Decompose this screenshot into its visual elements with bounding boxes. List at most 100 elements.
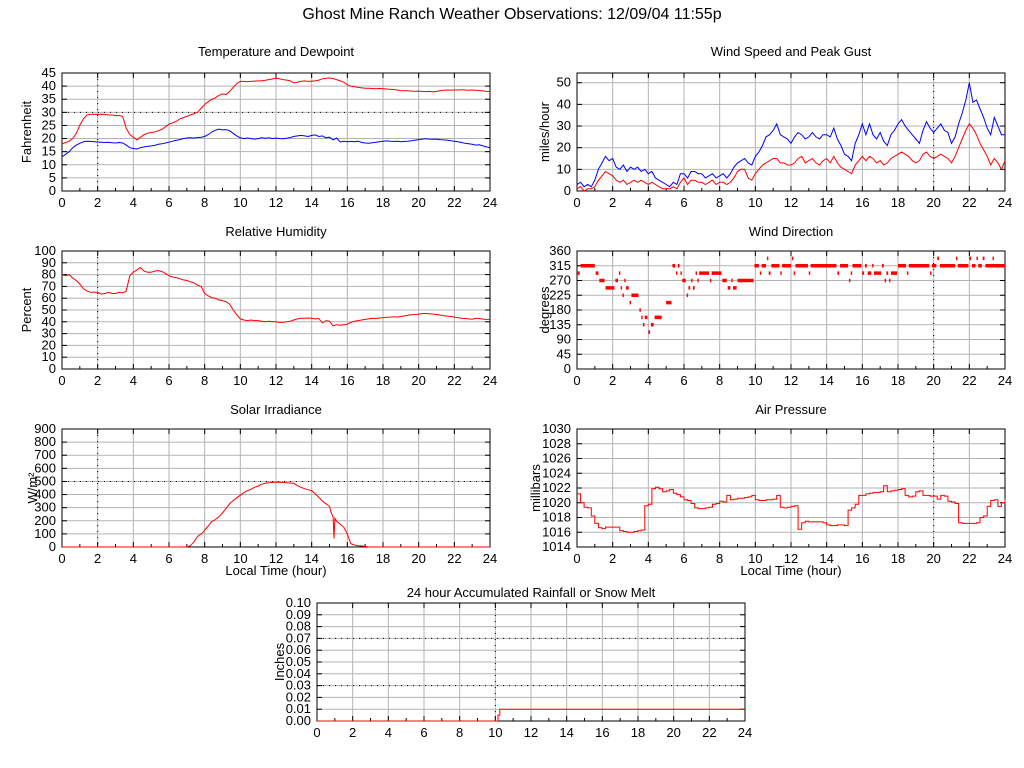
tick-label: 10 [42,157,56,172]
tick-label: 10 [748,551,762,566]
tick-label: 20 [557,140,571,155]
tick-label: 50 [557,75,571,90]
tick-label: 15 [42,144,56,159]
tick-label: 400 [34,487,56,502]
tick-label: 0 [58,373,65,388]
tick-label: 2 [609,373,616,388]
tick-label: 50 [42,302,56,317]
tick-label: 24 [738,725,752,740]
tick-label: 90 [42,255,56,270]
tick-label: 6 [680,551,687,566]
tick-label: 8 [716,195,723,210]
tick-label: 0 [49,361,56,376]
tick-label: 12 [784,195,798,210]
series-temperature [61,77,491,145]
tick-label: 1030 [542,421,571,436]
tick-label: 4 [130,373,137,388]
tick-label: 1028 [542,436,571,451]
tick-label: 70 [42,278,56,293]
tick-label: 24 [483,551,497,566]
tick-label: 0 [49,539,56,554]
tick-label: 8 [201,195,208,210]
series-relative_humidity [61,266,490,327]
chart-solar-irradiance: 0 2 4 6 8 10 12 14 16 18 20 22 240100200300400500600… [34,421,497,566]
tick-label: 0.05 [286,654,311,669]
tick-label: 12 [269,195,283,210]
tick-label: 30 [557,118,571,133]
tick-label: 14 [304,195,318,210]
tick-label: 60 [42,290,56,305]
series-dewpoint [61,128,491,158]
tick-label: 6 [680,195,687,210]
tick-label: 0.04 [286,666,311,681]
tick-label: 6 [165,195,172,210]
series-wind_speed [576,123,1006,192]
tick-label: 20 [42,131,56,146]
tick-label: 24 [998,551,1012,566]
chart-title-air-pressure: Air Pressure [755,402,827,417]
tick-label: 45 [557,346,571,361]
tick-label: 18 [891,551,905,566]
tick-label: 0.09 [286,607,311,622]
tick-label: 20 [411,195,425,210]
tick-label: 16 [855,195,869,210]
tick-label: 45 [42,65,56,80]
tick-label: 600 [34,460,56,475]
tick-label: 6 [420,725,427,740]
tick-label: 20 [666,725,680,740]
tick-label: 24 [483,373,497,388]
tick-label: 40 [42,314,56,329]
tick-label: 12 [784,373,798,388]
series-solar_irradiance [62,481,490,548]
tick-label: 100 [34,243,56,258]
tick-label: 0 [573,551,580,566]
tick-label: 315 [549,258,571,273]
series-air_pressure [577,485,1006,533]
tick-label: 0.01 [286,701,311,716]
tick-label: 1024 [542,465,571,480]
tick-label: 1020 [542,495,571,510]
tick-label: 500 [34,473,56,488]
tick-label: 100 [34,526,56,541]
tick-label: 1026 [542,451,571,466]
tick-label: 22 [447,551,461,566]
tick-label: 10 [233,551,247,566]
tick-label: 4 [385,725,392,740]
tick-label: 24 [483,195,497,210]
tick-label: 0.06 [286,642,311,657]
tick-label: 1018 [542,510,571,525]
tick-label: 30 [42,104,56,119]
chart-title-rainfall: 24 hour Accumulated Rainfall or Snow Mel… [406,585,656,600]
tick-label: 10 [233,373,247,388]
tick-label: 16 [855,551,869,566]
tick-label: 22 [447,195,461,210]
chart-title-relative-humidity: Relative Humidity [225,224,327,239]
tick-label: 24 [998,373,1012,388]
tick-label: 135 [549,317,571,332]
tick-label: 200 [34,513,56,528]
tick-label: 18 [376,195,390,210]
tick-label: 0 [564,183,571,198]
tick-label: 4 [645,195,652,210]
tick-label: 225 [549,287,571,302]
tick-label: 14 [819,195,833,210]
tick-label: 2 [94,195,101,210]
tick-label: 22 [447,373,461,388]
tick-label: 16 [340,551,354,566]
tick-label: 0 [58,551,65,566]
tick-label: 18 [376,551,390,566]
tick-label: 22 [962,373,976,388]
tick-label: 10 [557,161,571,176]
tick-label: 22 [962,551,976,566]
tick-label: 0 [573,373,580,388]
tick-label: 16 [595,725,609,740]
tick-label: 20 [411,373,425,388]
tick-label: 14 [304,373,318,388]
tick-label: 12 [784,551,798,566]
tick-label: 10 [748,195,762,210]
tick-label: 10 [488,725,502,740]
tick-label: 180 [549,302,571,317]
tick-label: 4 [645,373,652,388]
